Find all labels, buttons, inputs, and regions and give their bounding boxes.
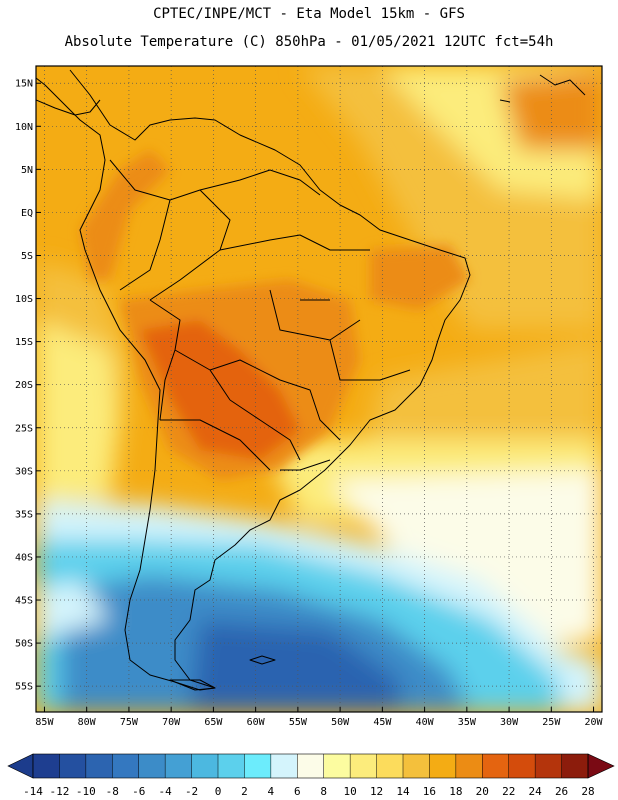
caribbean-islands xyxy=(499,74,586,103)
lat-tick-label: 30S xyxy=(15,466,33,477)
colorbar-swatch xyxy=(191,754,219,778)
colorbar-swatch xyxy=(323,754,351,778)
lat-tick-label: 15S xyxy=(15,337,33,348)
lat-tick-label: 10N xyxy=(15,122,33,133)
colorbar-swatch xyxy=(112,754,140,778)
falklands xyxy=(249,655,276,665)
colorbar-label: 4 xyxy=(268,785,275,798)
colorbar-swatch xyxy=(403,754,430,778)
lon-tick-label: 70W xyxy=(162,717,181,728)
colorbar-low-arrow xyxy=(7,753,34,779)
lon-tick-label: 40W xyxy=(416,717,435,728)
lat-tick-label: 40S xyxy=(15,552,33,563)
title-line-2: Absolute Temperature (C) 850hPa - 01/05/… xyxy=(64,34,554,50)
lon-tick-label: 30W xyxy=(500,717,519,728)
colorbar-swatch xyxy=(165,754,192,778)
colorbar-swatch xyxy=(482,754,510,778)
colorbar-label: 14 xyxy=(396,785,410,798)
lat-tick-label: 50S xyxy=(15,639,33,650)
lat-tick-label: 20S xyxy=(15,380,33,391)
colorbar-swatch xyxy=(218,754,245,778)
colorbar-swatch xyxy=(270,754,298,778)
central-america-coast xyxy=(36,99,101,116)
colorbar-swatch xyxy=(508,754,536,778)
map-frame xyxy=(35,65,603,713)
colorbar-swatch xyxy=(33,754,60,778)
coastlines xyxy=(36,69,586,691)
colorbar-label: 26 xyxy=(555,785,568,798)
colorbar: -14 -12 -10 -8 -6 -4 -2 0 2 4 6 8 10 12 14 16 18 20 22 24 26… xyxy=(7,753,615,798)
colorbar-swatch xyxy=(297,754,325,778)
colorbar-label: 18 xyxy=(449,785,462,798)
lon-tick-label: 65W xyxy=(204,717,223,728)
field-chaco-red xyxy=(140,320,300,460)
lon-tick-label: 55W xyxy=(289,717,308,728)
colorbar-label: -10 xyxy=(76,785,96,798)
temperature-field xyxy=(36,66,602,712)
colorbar-swatch xyxy=(244,754,272,778)
tierra-del-fuego xyxy=(169,679,216,691)
lon-tick-label: 25W xyxy=(542,717,561,728)
colorbar-swatch xyxy=(429,754,457,778)
lat-tick-label: EQ xyxy=(21,208,33,219)
colorbar-swatch xyxy=(561,754,589,778)
colorbar-high-arrow xyxy=(587,753,615,779)
colorbar-label: 16 xyxy=(423,785,436,798)
lat-tick-label: 10S xyxy=(15,294,33,305)
colorbar-label: 22 xyxy=(502,785,515,798)
colorbar-label: -4 xyxy=(159,785,173,798)
colorbar-swatch xyxy=(535,754,562,778)
lon-tick-label: 60W xyxy=(247,717,266,728)
colorbar-swatch xyxy=(59,754,87,778)
longitude-axis: 85W 80W 75W 70W 65W 60W 55W 50W 45W 40W 35W 30W 25W 2… xyxy=(35,707,604,728)
colorbar-label: -14 xyxy=(23,785,43,798)
lat-tick-label: 5N xyxy=(21,165,33,176)
colorbar-label: -6 xyxy=(132,785,145,798)
lon-tick-label: 85W xyxy=(35,717,54,728)
colorbar-label: 20 xyxy=(476,785,489,798)
title-line-1: CPTEC/INPE/MCT - Eta Model 15km - GFS xyxy=(153,6,465,22)
colorbar-swatch xyxy=(376,754,404,778)
colorbar-swatch xyxy=(455,754,483,778)
colorbar-label: 10 xyxy=(344,785,357,798)
field-south-pale-west xyxy=(36,580,110,640)
lon-tick-label: 80W xyxy=(78,717,97,728)
colorbar-label: 0 xyxy=(215,785,222,798)
colorbar-label: -8 xyxy=(106,785,119,798)
lon-tick-label: 75W xyxy=(120,717,139,728)
lat-tick-label: 55S xyxy=(15,682,33,693)
colorbar-swatch xyxy=(138,754,166,778)
colorbar-label: -12 xyxy=(49,785,69,798)
colorbar-label: 28 xyxy=(581,785,594,798)
lat-tick-label: 45S xyxy=(15,596,33,607)
field-pac-yellow xyxy=(36,320,120,500)
colorbar-label: 24 xyxy=(529,785,543,798)
field-andes-north-hot xyxy=(80,150,170,280)
latitude-axis: 15N 10N 5N EQ 5S 10S 15S 20S 25S 30S 35S 40S 45S 50S 5… xyxy=(15,79,41,693)
colorbar-label: -2 xyxy=(185,785,198,798)
field-satl-cream xyxy=(330,470,602,650)
lon-tick-label: 45W xyxy=(373,717,392,728)
lon-tick-label: 20W xyxy=(585,717,604,728)
lat-tick-label: 15N xyxy=(15,79,33,90)
colorbar-label: 2 xyxy=(241,785,248,798)
colorbar-label: 6 xyxy=(294,785,301,798)
lat-tick-label: 5S xyxy=(21,251,33,262)
lon-tick-label: 50W xyxy=(331,717,350,728)
lat-tick-label: 25S xyxy=(15,423,33,434)
colorbar-label: 12 xyxy=(370,785,383,798)
field-south-deep xyxy=(190,620,400,712)
country-borders xyxy=(109,159,411,471)
lon-tick-label: 35W xyxy=(458,717,477,728)
colorbar-swatch xyxy=(85,754,113,778)
lat-tick-label: 35S xyxy=(15,509,33,520)
colorbar-swatch xyxy=(350,754,377,778)
field-ne-brazil-hot xyxy=(370,245,470,310)
south-america-coastline xyxy=(36,69,471,691)
colorbar-label: 8 xyxy=(320,785,327,798)
